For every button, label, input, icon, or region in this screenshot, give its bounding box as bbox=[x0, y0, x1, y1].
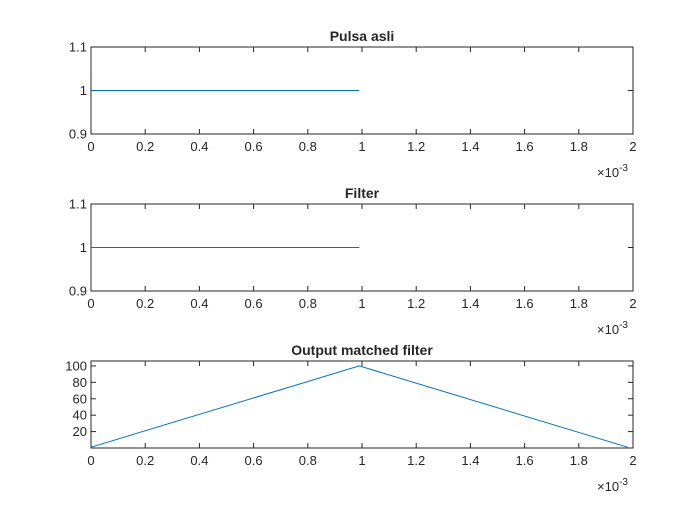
x-exponent-power: -3 bbox=[619, 320, 628, 331]
chart-title: Output matched filter bbox=[291, 342, 433, 358]
x-tick-label: 0.6 bbox=[245, 453, 263, 468]
x-tick-label: 1.6 bbox=[516, 296, 534, 311]
y-tick-label: 1.1 bbox=[69, 197, 87, 212]
x-tick-label: 0.6 bbox=[245, 296, 263, 311]
x-tick-label: 1.6 bbox=[516, 139, 534, 154]
chart-title: Filter bbox=[345, 185, 380, 201]
series-line-1 bbox=[90, 365, 628, 448]
x-tick-label: 0.8 bbox=[299, 139, 317, 154]
y-tick-label: 0.9 bbox=[69, 127, 87, 142]
y-tick-label: 40 bbox=[73, 408, 87, 423]
x-tick-label: 1 bbox=[358, 139, 365, 154]
x-tick-label: 0.8 bbox=[299, 453, 317, 468]
x-exponent-base: ×10 bbox=[597, 479, 619, 494]
x-tick-label: 1.2 bbox=[407, 453, 425, 468]
x-tick-label: 0 bbox=[87, 453, 94, 468]
x-tick-label: 1 bbox=[358, 453, 365, 468]
x-tick-label: 0.2 bbox=[136, 453, 154, 468]
x-tick-label: 0 bbox=[87, 296, 94, 311]
x-tick-label: 2 bbox=[629, 296, 636, 311]
x-exponent-label: ×10-3 bbox=[597, 320, 628, 337]
x-tick-label: 0 bbox=[87, 139, 94, 154]
x-tick-label: 1.6 bbox=[516, 453, 534, 468]
y-tick-label: 20 bbox=[73, 424, 87, 439]
subplot-1: Pulsa asli 0 0.2 0.4 0.6 0.8 1 1.2 1.4 1.6 1.8 2 0.9… bbox=[69, 28, 637, 180]
x-tick-label: 1.2 bbox=[407, 139, 425, 154]
x-tick-label: 1.8 bbox=[570, 296, 588, 311]
y-tick-label: 80 bbox=[73, 375, 87, 390]
axes-box bbox=[90, 360, 634, 449]
y-tick-label: 0.9 bbox=[69, 284, 87, 299]
x-tick-label: 0.2 bbox=[136, 296, 154, 311]
y-tick-label: 100 bbox=[65, 358, 87, 373]
x-exponent-base: ×10 bbox=[597, 322, 619, 337]
x-tick-label: 0.4 bbox=[190, 453, 208, 468]
x-tick-label: 1.2 bbox=[407, 296, 425, 311]
x-exponent-power: -3 bbox=[619, 477, 628, 488]
x-tick-label: 0.6 bbox=[245, 139, 263, 154]
x-tick-label: 2 bbox=[629, 139, 636, 154]
x-exponent-power: -3 bbox=[619, 163, 628, 174]
x-tick-label: 1 bbox=[358, 296, 365, 311]
y-tick-label: 60 bbox=[73, 391, 87, 406]
subplot-3: Output matched filter 0 0.2 0.4 0.6 0.8 1 1.2 1.… bbox=[65, 342, 636, 494]
y-tick-label: 1 bbox=[80, 240, 87, 255]
x-tick-label: 1.8 bbox=[570, 453, 588, 468]
x-tick-label: 0.2 bbox=[136, 139, 154, 154]
x-tick-label: 1.8 bbox=[570, 139, 588, 154]
y-tick-label: 1.1 bbox=[69, 40, 87, 55]
x-exponent-base: ×10 bbox=[597, 165, 619, 180]
y-tick-label: 1 bbox=[80, 83, 87, 98]
x-tick-label: 1.4 bbox=[461, 453, 479, 468]
x-tick-label: 2 bbox=[629, 453, 636, 468]
x-tick-label: 0.4 bbox=[190, 296, 208, 311]
x-exponent-label: ×10-3 bbox=[597, 163, 628, 180]
chart-title: Pulsa asli bbox=[330, 28, 395, 44]
x-tick-label: 0.4 bbox=[190, 139, 208, 154]
x-tick-label: 1.4 bbox=[461, 139, 479, 154]
x-exponent-label: ×10-3 bbox=[597, 477, 628, 494]
x-tick-label: 1.4 bbox=[461, 296, 479, 311]
x-tick-label: 0.8 bbox=[299, 296, 317, 311]
subplot-2: Filter 0 0.2 0.4 0.6 0.8 1 1.2 1.4 1.6 1.8 2 0.9 1 1.1… bbox=[69, 185, 637, 337]
